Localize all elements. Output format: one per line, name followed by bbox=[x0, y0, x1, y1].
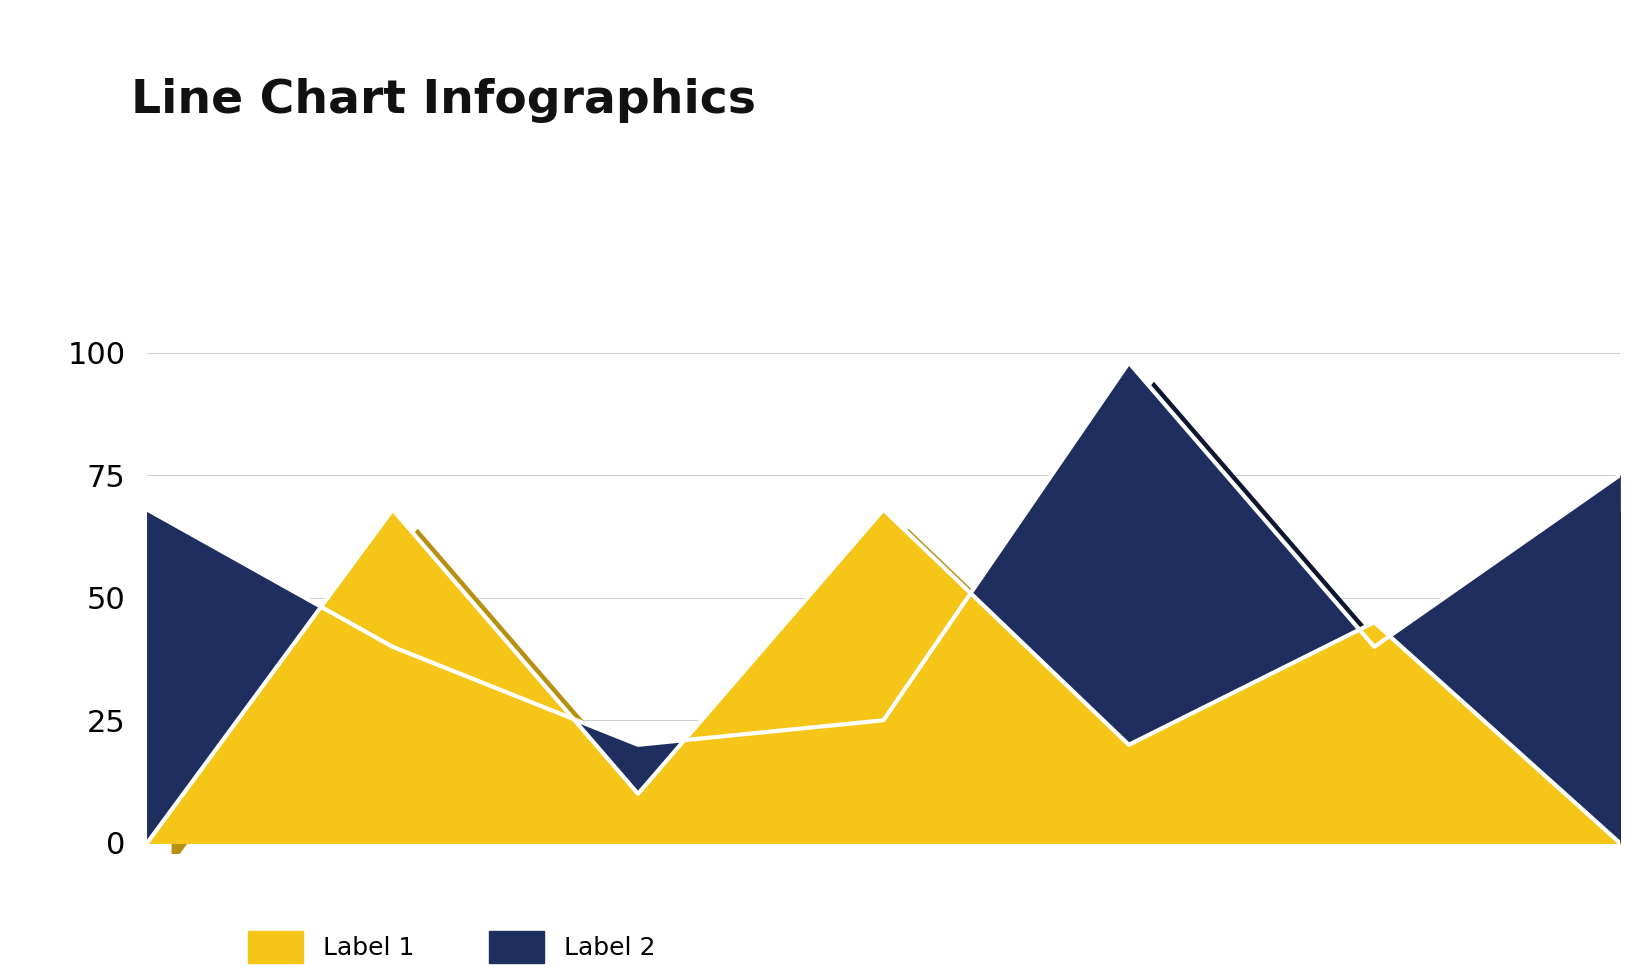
Legend: Label 1, Label 2: Label 1, Label 2 bbox=[249, 931, 656, 963]
Text: Line Chart Infographics: Line Chart Infographics bbox=[131, 78, 756, 123]
